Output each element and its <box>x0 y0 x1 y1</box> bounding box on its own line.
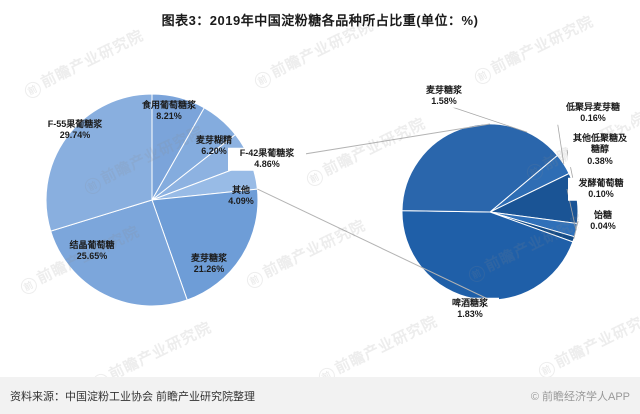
slice-label-name: F-42果葡糖浆 <box>239 147 295 158</box>
slice-label: 其他低聚糖及糖醇 0.38% <box>568 133 632 167</box>
slice-label: F-55果葡糖浆 29.74% <box>35 119 115 142</box>
slice-label: 其他 4.09% <box>221 185 261 208</box>
slice-label-value: 21.26% <box>193 264 225 274</box>
slice-label-name: 其他 <box>231 184 250 195</box>
slice-label-name: 发酵葡萄糖 <box>578 177 624 188</box>
slice-label-value: 29.74% <box>59 130 91 140</box>
pie-slice <box>45 93 153 232</box>
copyright-note: © 前瞻经济学人APP <box>530 390 630 403</box>
chart-title: 图表3：2019年中国淀粉糖各品种所占比重(单位：%) <box>161 13 479 28</box>
slice-label-value: 25.65% <box>76 251 108 261</box>
slice-label: 麦芽糊精 6.20% <box>183 135 245 158</box>
slice-label-name: 其他低聚糖及糖醇 <box>572 133 627 155</box>
slice-label: 食用葡萄糖浆 8.21% <box>140 100 198 123</box>
slice-label: 低聚异麦芽糖 0.16% <box>555 101 631 125</box>
slice-label-name: 麦芽糊精 <box>195 134 232 145</box>
slice-label-value: 0.10% <box>588 189 614 199</box>
slice-label-name: 饴糖 <box>593 209 612 220</box>
slice-label: 结晶葡萄糖 25.65% <box>61 240 123 263</box>
slice-label-value: 8.21% <box>156 111 182 121</box>
slice-label-value: 6.20% <box>201 146 227 156</box>
slice-label-value: 0.04% <box>590 221 616 231</box>
slice-label: F-42果葡糖浆 4.86% <box>228 147 306 171</box>
pie-slice <box>151 188 259 301</box>
slice-label-name: F-55果葡糖浆 <box>47 118 103 129</box>
slice-label-name: 麦芽糖浆 <box>425 84 462 95</box>
slice-label-name: 食用葡萄糖浆 <box>141 99 196 110</box>
leader-line <box>573 220 579 240</box>
slice-label-value: 4.86% <box>254 159 280 169</box>
slice-label-name: 麦芽糖浆 <box>190 252 227 263</box>
slice-label: 麦芽糖浆 21.26% <box>181 253 237 276</box>
leader-line <box>451 106 528 133</box>
slice-label-value: 0.38% <box>587 155 613 166</box>
slice-label: 麦芽糖浆 1.58% <box>413 84 475 108</box>
leader-line <box>257 188 491 301</box>
pie-slice <box>50 199 188 307</box>
slice-label: 饴糖 0.04% <box>579 209 627 233</box>
slice-label-name: 低聚异麦芽糖 <box>565 101 620 112</box>
slice-label-name: 啤酒糖浆 <box>451 297 488 308</box>
source-note: 资料来源：中国淀粉工业协会 前瞻产业研究院整理 <box>10 390 256 403</box>
slice-label: 发酵葡萄糖 0.10% <box>568 177 634 201</box>
slice-label-value: 4.09% <box>228 196 254 206</box>
slice-label-name: 结晶葡萄糖 <box>69 239 115 250</box>
slice-label-value: 1.83% <box>457 309 483 319</box>
slice-label-value: 0.16% <box>580 113 606 123</box>
slice-label: 啤酒糖浆 1.83% <box>441 297 499 321</box>
slice-label-value: 1.58% <box>431 96 457 106</box>
footer-bar: 资料来源：中国淀粉工业协会 前瞻产业研究院整理 © 前瞻经济学人APP <box>0 377 640 414</box>
